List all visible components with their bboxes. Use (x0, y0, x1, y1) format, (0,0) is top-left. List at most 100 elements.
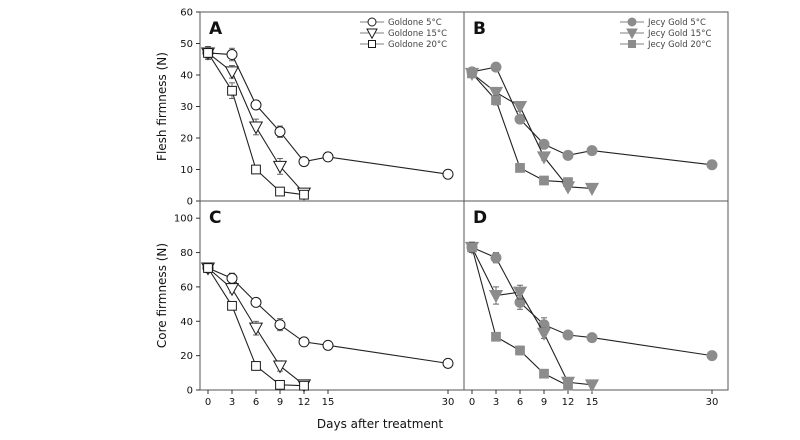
data-point (203, 48, 213, 58)
legend-entry: Goldone 20°C (388, 40, 447, 50)
data-point (227, 85, 237, 96)
data-point (274, 126, 286, 138)
data-point (563, 177, 573, 187)
data-point (490, 61, 502, 73)
data-point (250, 99, 262, 111)
data-point (248, 121, 264, 135)
data-point (706, 350, 718, 362)
x-tick-label: 12 (562, 397, 575, 408)
data-point (275, 186, 285, 197)
data-point (562, 329, 574, 341)
data-point (226, 272, 238, 284)
data-point (491, 95, 501, 106)
x-tick-label: 30 (706, 397, 719, 408)
data-point (203, 263, 213, 273)
data-point (322, 339, 334, 351)
x-tick-label: 6 (517, 397, 523, 408)
series-square (467, 241, 573, 391)
data-point (515, 345, 525, 356)
data-point (584, 182, 600, 197)
legend-entry: Jecy Gold 15°C (647, 29, 711, 39)
data-point (467, 68, 477, 79)
data-point (298, 156, 310, 168)
data-point (224, 283, 240, 297)
y-tick-label: 60 (180, 8, 193, 19)
data-point (467, 242, 477, 253)
x-tick-label: 3 (493, 397, 499, 408)
series-square (203, 46, 309, 200)
y-tick-label: 10 (180, 165, 193, 176)
data-point (442, 357, 454, 369)
series-square (203, 263, 309, 391)
data-point (275, 379, 285, 390)
legend-marker (627, 17, 637, 27)
data-point (298, 336, 310, 348)
panel-label: D (473, 208, 487, 228)
legend-marker (366, 28, 378, 40)
y-tick-label: 60 (180, 282, 193, 293)
data-point (536, 151, 552, 165)
data-point (512, 101, 528, 115)
x-tick-label: 9 (541, 397, 547, 408)
series-triangle-down (464, 67, 600, 197)
series-circle (202, 262, 454, 369)
y-tick-label: 40 (180, 71, 193, 82)
series-triangle-down (464, 241, 600, 393)
data-point (539, 175, 549, 186)
data-point (299, 189, 309, 200)
x-axis-label: Days after treatment (317, 417, 443, 431)
legend-entry: Jecy Gold 5°C (647, 18, 706, 28)
data-point (226, 49, 238, 61)
panel-a: 0 10 20 30 40 50 60 Flesh firmness (N) A Goldone … (155, 8, 465, 208)
y-tick-label: 100 (174, 214, 193, 225)
legend-entry: Goldone 5°C (388, 18, 442, 28)
data-point (539, 368, 549, 379)
data-point (272, 160, 288, 174)
data-point (322, 151, 334, 163)
series-circle (466, 61, 718, 171)
x-tick-label: 12 (298, 397, 311, 408)
x-tick-label: 0 (469, 397, 475, 408)
y-tick-label: 40 (180, 317, 193, 328)
y-tick-label: 0 (187, 197, 193, 208)
data-point (224, 66, 240, 80)
data-point (515, 163, 525, 173)
data-point (488, 86, 504, 100)
data-point (563, 380, 573, 391)
y-axis-label: Flesh firmness (N) (155, 52, 169, 161)
x-tick-label: 30 (442, 397, 455, 408)
series-line (471, 72, 593, 189)
legend-marker (628, 40, 636, 48)
data-point (299, 380, 309, 391)
panel-border (199, 200, 465, 391)
panel-label: A (209, 19, 223, 39)
data-point (586, 145, 598, 157)
panel-label: C (209, 208, 221, 228)
data-point (251, 361, 261, 371)
data-point (562, 149, 574, 161)
legend-entry: Jecy Gold 20°C (647, 40, 711, 50)
legend-marker (626, 28, 638, 40)
panel-border (463, 200, 729, 391)
data-point (488, 290, 504, 304)
data-point (272, 360, 288, 374)
data-point (248, 322, 264, 336)
panel-label: B (473, 19, 486, 39)
x-tick-label: 15 (586, 397, 599, 408)
x-tick-label: 6 (253, 397, 259, 408)
y-tick-label: 20 (180, 134, 193, 145)
data-point (251, 164, 261, 175)
legend-marker (368, 40, 376, 48)
x-tick-label: 0 (205, 397, 211, 408)
series-circle (466, 241, 718, 362)
series-triangle-down (200, 262, 312, 393)
series-square (467, 68, 573, 187)
y-axis-label: Core firmness (N) (155, 243, 169, 348)
data-point (442, 168, 454, 180)
data-point (491, 331, 501, 342)
